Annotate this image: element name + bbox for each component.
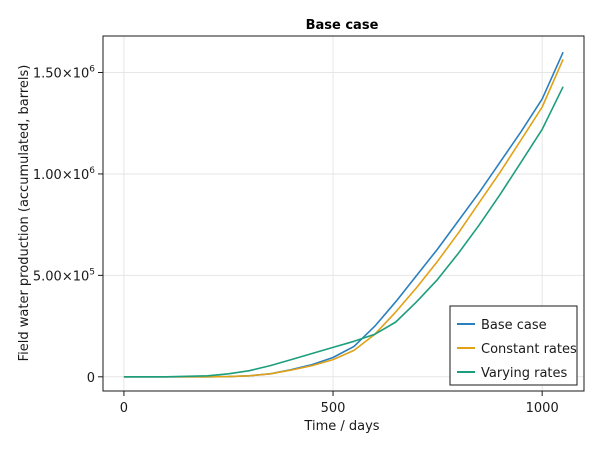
x-tick-label: 500 bbox=[321, 401, 346, 416]
y-tick-mantissa: 5.00×10 bbox=[33, 269, 89, 284]
y-axis-label: Field water production (accumulated, bar… bbox=[17, 65, 32, 362]
y-tick-exponent: 5 bbox=[89, 267, 95, 277]
series-line-constant-rates bbox=[123, 58, 564, 378]
legend-label: Constant rates bbox=[481, 342, 577, 357]
x-tick-label: 1000 bbox=[526, 401, 559, 416]
y-tick-mantissa: 0 bbox=[87, 371, 95, 386]
legend: Base case Constant rates Varying rates bbox=[449, 305, 578, 386]
y-tick-label: 1.00×106 bbox=[33, 166, 95, 183]
x-axis-ticks: 0 500 1000 bbox=[120, 391, 559, 416]
y-tick-label: 1.50×106 bbox=[33, 65, 95, 82]
y-tick-label: 5.00×105 bbox=[33, 267, 95, 284]
legend-label: Base case bbox=[481, 318, 547, 333]
y-tick-exponent: 6 bbox=[89, 166, 95, 176]
y-tick-mantissa: 1.50×10 bbox=[33, 67, 89, 82]
legend-label: Varying rates bbox=[481, 366, 568, 381]
chart-title: Base case bbox=[306, 18, 379, 33]
series-line-varying-rates bbox=[123, 86, 564, 378]
y-tick-label: 0 bbox=[87, 371, 95, 386]
y-tick-mantissa: 1.00×10 bbox=[33, 168, 89, 183]
x-tick-label: 0 bbox=[120, 401, 128, 416]
y-tick-exponent: 6 bbox=[89, 65, 95, 75]
plot-frame bbox=[102, 35, 585, 392]
series-lines bbox=[123, 51, 564, 378]
x-axis-label: Time / days bbox=[303, 419, 379, 434]
